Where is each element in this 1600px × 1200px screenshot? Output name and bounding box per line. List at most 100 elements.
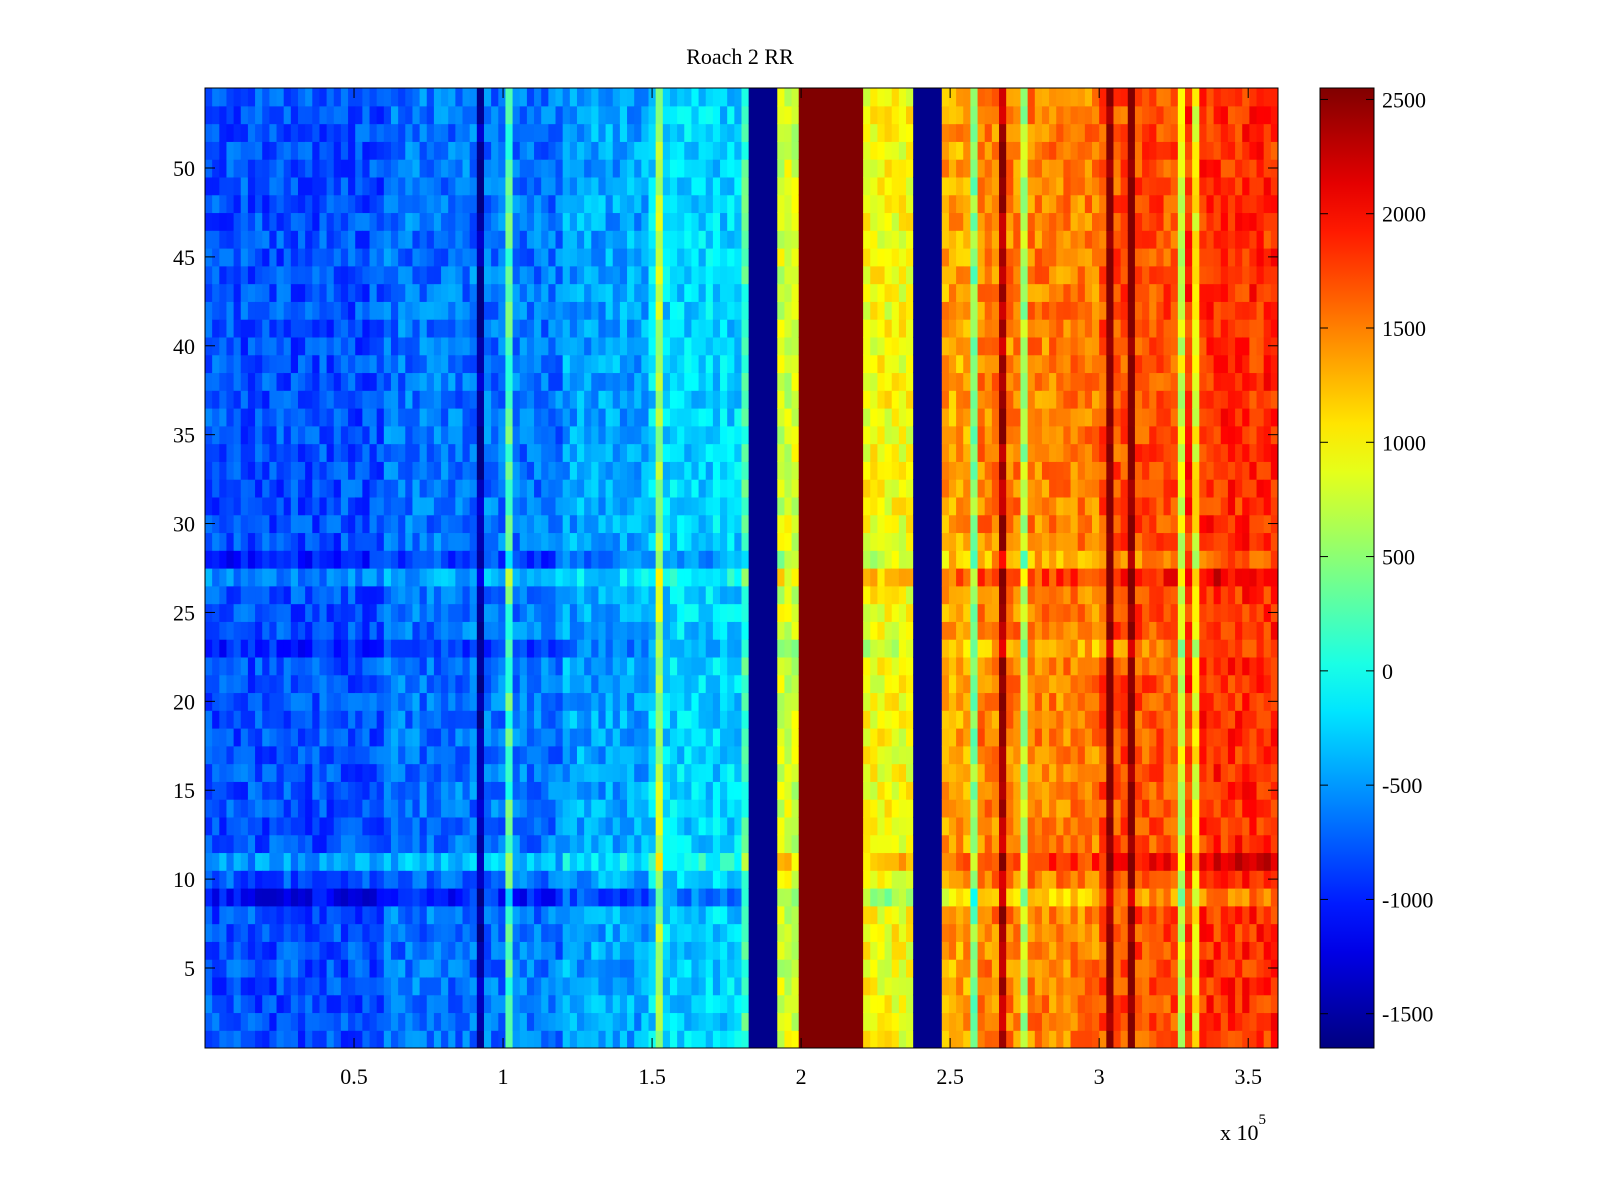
heatmap-cell (541, 123, 549, 142)
heatmap-cell (648, 888, 657, 907)
heatmap-cell (677, 852, 685, 871)
heatmap-cell (483, 159, 492, 178)
heatmap-cell (648, 336, 657, 356)
heatmap-cell (483, 692, 492, 711)
heatmap-cell (426, 781, 435, 800)
heatmap-cell (634, 159, 642, 178)
heatmap-cell (741, 923, 750, 942)
heatmap-cell (405, 194, 414, 214)
heatmap-cell (848, 834, 857, 854)
heatmap-cell (655, 408, 664, 427)
heatmap-cell (312, 408, 321, 427)
heatmap-cell (255, 656, 263, 676)
heatmap-cell (276, 888, 285, 907)
heatmap-cell (648, 141, 657, 160)
heatmap-cell (362, 194, 371, 214)
heatmap-cell (734, 88, 743, 107)
heatmap-cell (226, 905, 235, 925)
heatmap-cell (691, 283, 700, 302)
heatmap-cell (534, 194, 542, 214)
heatmap-cell (762, 550, 771, 569)
heatmap-cell (569, 710, 578, 729)
heatmap-cell (426, 1012, 435, 1031)
heatmap-cell (219, 745, 228, 765)
heatmap-cell (412, 141, 421, 160)
heatmap-cell (219, 959, 228, 978)
heatmap-cell (419, 1030, 428, 1048)
heatmap-cell (705, 461, 714, 480)
heatmap-cell (641, 212, 650, 231)
heatmap-cell (598, 283, 607, 302)
heatmap-cell (548, 603, 557, 622)
heatmap-cell (340, 354, 349, 374)
heatmap-cell (576, 1030, 585, 1048)
heatmap-cell (505, 834, 514, 854)
heatmap-cell (777, 710, 786, 729)
heatmap-cell (219, 301, 228, 320)
heatmap-cell (233, 461, 242, 480)
heatmap-cell (362, 870, 371, 889)
heatmap-cell (362, 674, 371, 694)
heatmap-cell (555, 496, 564, 516)
heatmap-cell (727, 372, 735, 391)
heatmap-cell (827, 994, 836, 1014)
heatmap-cell (848, 532, 857, 551)
heatmap-cell (319, 176, 328, 196)
heatmap-cell (419, 1012, 428, 1031)
heatmap-cell (305, 248, 313, 267)
heatmap-cell (741, 123, 750, 142)
heatmap-cell (734, 816, 743, 836)
heatmap-cell (698, 728, 707, 747)
heatmap-cell (483, 212, 492, 231)
heatmap-cell (312, 496, 321, 516)
heatmap-cell (548, 319, 557, 338)
heatmap-cell (627, 390, 635, 409)
heatmap-cell (805, 479, 814, 498)
heatmap-cell (469, 816, 478, 836)
heatmap-cell (333, 105, 342, 125)
heatmap-cell (233, 301, 242, 320)
heatmap-cell (605, 408, 614, 427)
heatmap-cell (226, 194, 235, 214)
heatmap-cell (534, 336, 542, 356)
heatmap-cell (848, 390, 857, 409)
heatmap-cell (226, 159, 235, 178)
heatmap-cell (276, 265, 285, 285)
heatmap-cell (419, 461, 428, 480)
heatmap-cell (791, 852, 800, 871)
heatmap-cell (805, 568, 814, 587)
heatmap-cell (476, 301, 485, 320)
heatmap-cell (526, 781, 535, 800)
heatmap-cell (362, 248, 371, 267)
heatmap-cell (741, 194, 750, 214)
heatmap-cell (848, 372, 857, 391)
heatmap-cell (441, 1030, 449, 1048)
heatmap-cell (762, 105, 771, 125)
heatmap-cell (219, 461, 228, 480)
heatmap-cell (369, 230, 378, 249)
heatmap-cell (269, 550, 278, 569)
heatmap-cell (319, 834, 328, 854)
heatmap-cell (240, 603, 249, 622)
heatmap-cell (247, 354, 256, 374)
heatmap-cell (770, 976, 778, 996)
heatmap-cell (505, 265, 514, 285)
heatmap-cell (784, 994, 793, 1014)
heatmap-cell (641, 88, 650, 107)
heatmap-cell (820, 603, 828, 622)
heatmap-cell (326, 408, 335, 427)
heatmap-cell (419, 88, 428, 107)
heatmap-cell (727, 710, 735, 729)
heatmap-cell (805, 834, 814, 854)
heatmap-cell (205, 905, 213, 925)
heatmap-cell (684, 568, 693, 587)
heatmap-cell (677, 123, 685, 142)
heatmap-cell (813, 141, 821, 160)
heatmap-cell (355, 905, 363, 925)
heatmap-cell (591, 230, 600, 249)
heatmap-cell (419, 141, 428, 160)
heatmap-cell (319, 905, 328, 925)
heatmap-cell (255, 443, 263, 462)
heatmap-cell (770, 354, 778, 374)
heatmap-cell (412, 301, 421, 320)
